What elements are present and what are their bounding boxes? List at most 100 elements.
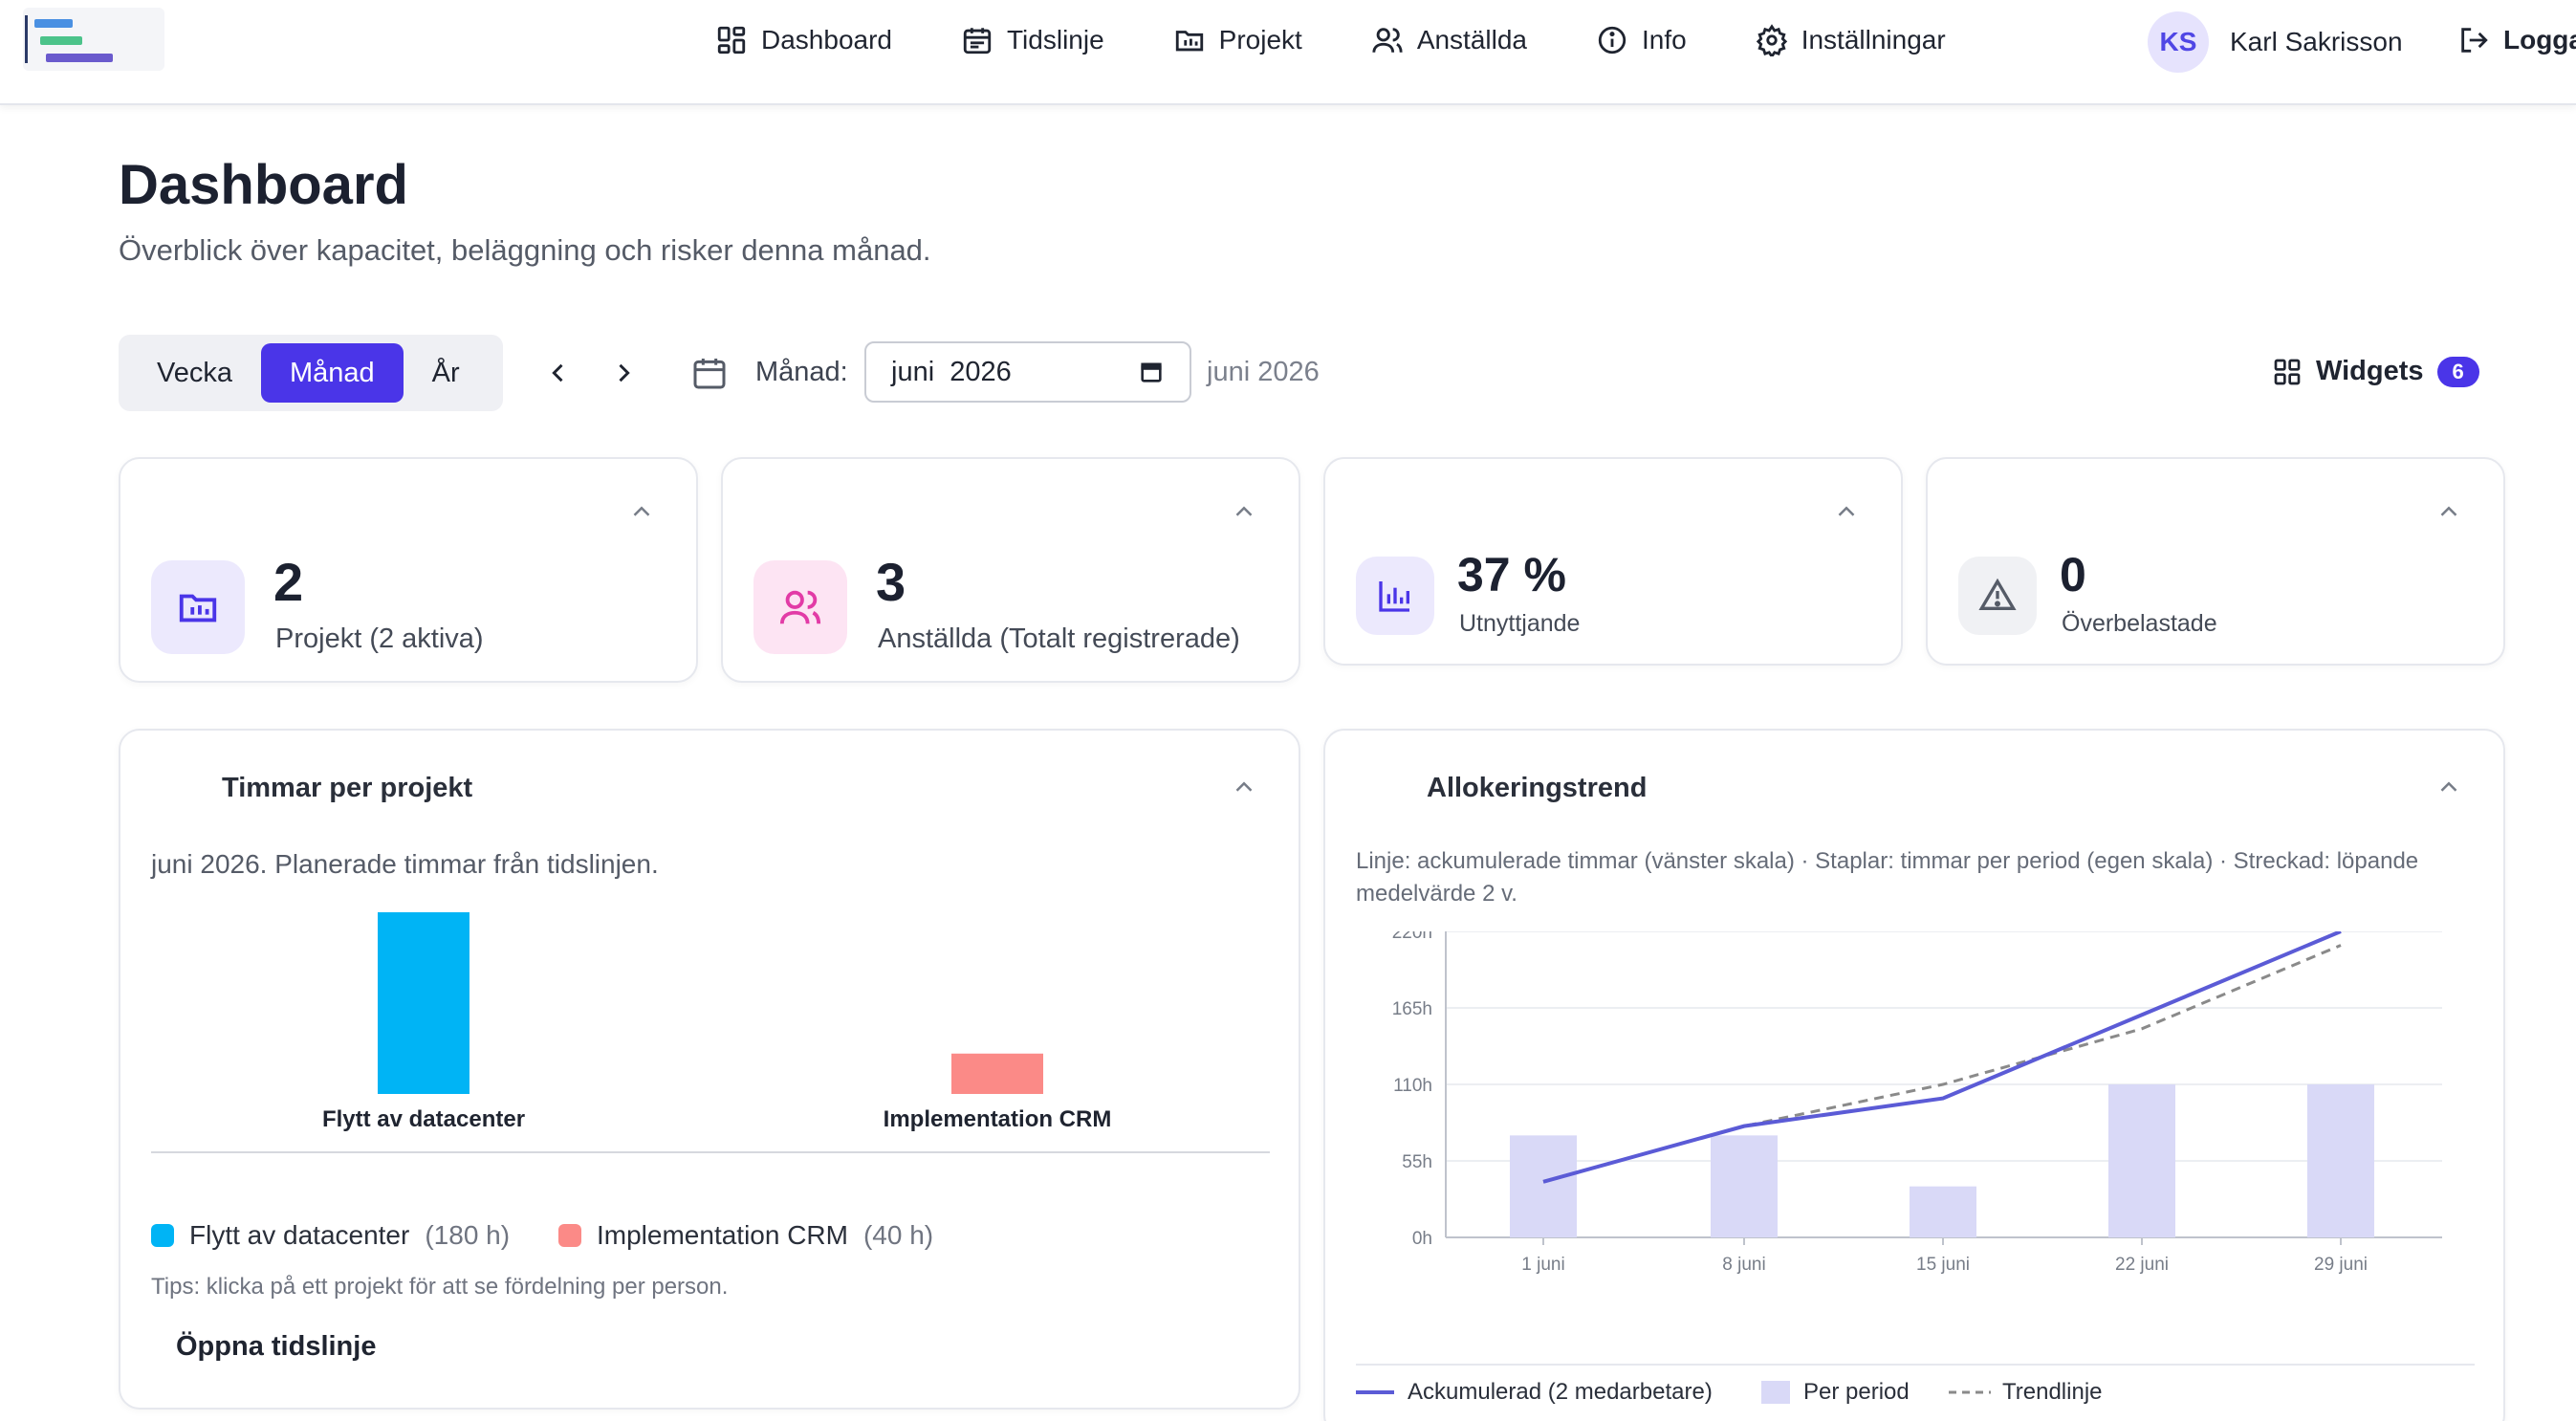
next-period-button[interactable] xyxy=(604,354,643,392)
collapse-chevron-up-icon[interactable] xyxy=(1230,497,1258,526)
stat-icon-box xyxy=(753,560,847,654)
nav-anstallda[interactable]: Anställda xyxy=(1337,17,1561,63)
nav-installningar-label: Inställningar xyxy=(1801,25,1946,55)
logout-button[interactable]: Loggа xyxy=(2457,17,2576,63)
hours-per-project-card: Timmar per projekt juni 2026. Planerade … xyxy=(119,729,1300,1410)
period-year-button[interactable]: År xyxy=(431,357,460,388)
bar-2[interactable] xyxy=(951,1053,1043,1094)
warning-icon xyxy=(1978,578,2017,610)
user-menu[interactable]: KS Karl Sakrisson xyxy=(2148,11,2403,73)
folder-chart-icon xyxy=(179,594,217,623)
collapse-chevron-up-icon[interactable] xyxy=(627,497,656,526)
logo-icon xyxy=(25,15,113,63)
allocation-trend-card: Allokeringstrend Linje: ackumulerade tim… xyxy=(1323,729,2505,1421)
stat-utilization-value: 37 % xyxy=(1457,548,1566,601)
selected-month-text: juni 2026 xyxy=(1207,357,1320,387)
calendar-picker-icon[interactable] xyxy=(1138,359,1165,385)
stat-icon-box xyxy=(1356,557,1434,635)
stat-projects-label: Projekt (2 aktiva) xyxy=(275,623,484,654)
legend-line-swatch xyxy=(1356,1390,1394,1394)
stat-overloaded-value: 0 xyxy=(2060,548,2086,601)
legend-bar-swatch xyxy=(1761,1381,1790,1404)
legend-swatch xyxy=(151,1224,174,1247)
users-icon xyxy=(779,590,821,624)
logout-icon xyxy=(2461,28,2488,53)
stat-card-utilization: 37 % Utnyttjande xyxy=(1323,457,1903,666)
nav-tidslinje-label: Tidslinje xyxy=(1006,25,1104,55)
period-bar[interactable] xyxy=(1510,1135,1577,1237)
bar-1[interactable] xyxy=(378,912,469,1094)
hours-card-description: juni 2026. Planerade timmar från tidslin… xyxy=(151,849,659,879)
collapse-chevron-up-icon[interactable] xyxy=(1230,773,1258,801)
folder-icon xyxy=(1175,31,1203,52)
month-picker-input[interactable]: juni 2026 xyxy=(864,341,1191,403)
bar-category-label: Flytt av datacenter xyxy=(322,1106,525,1132)
legend-item-project-2[interactable]: Implementation CRM (40 h) xyxy=(558,1220,933,1251)
period-bar[interactable] xyxy=(2307,1084,2374,1237)
period-month-button[interactable]: Månad xyxy=(261,343,404,403)
nav-dashboard[interactable]: Dashboard xyxy=(681,17,927,63)
stat-employees-value: 3 xyxy=(876,552,906,612)
users-icon xyxy=(1372,28,1403,53)
collapse-chevron-up-icon[interactable] xyxy=(2434,497,2463,526)
nav-dashboard-label: Dashboard xyxy=(761,25,892,55)
main-nav: Dashboard Tidslinje Projekt Anställda xyxy=(681,17,1980,63)
legend-item-per-period[interactable]: Per period xyxy=(1761,1379,1910,1406)
legend-item-accumulated[interactable]: Ackumulerad (2 medarbetare) xyxy=(1356,1379,1713,1406)
hours-card-tips: Tips: klicka på ett projekt för att se f… xyxy=(151,1274,729,1300)
collapse-chevron-up-icon[interactable] xyxy=(1832,497,1861,526)
nav-info[interactable]: Info xyxy=(1561,17,1721,63)
widgets-button[interactable]: Widgets 6 xyxy=(2272,356,2479,387)
nav-projekt-label: Projekt xyxy=(1218,25,1302,55)
open-timeline-button[interactable]: Öppna tidslinje xyxy=(176,1331,377,1362)
nav-installningar[interactable]: Inställningar xyxy=(1721,17,1980,63)
nav-projekt[interactable]: Projekt xyxy=(1139,17,1337,63)
chevron-right-icon xyxy=(619,363,630,383)
x-tick-label: 15 juni xyxy=(1916,1255,1970,1275)
stat-employees-label: Anställda (Totalt registrerade) xyxy=(878,623,1240,654)
legend-item-project-1[interactable]: Flytt av datacenter (180 h) xyxy=(151,1220,510,1251)
logout-label: Loggа xyxy=(2503,25,2576,55)
legend-per-period-label: Per period xyxy=(1803,1379,1910,1405)
previous-period-button[interactable] xyxy=(539,354,578,392)
nav-tidslinje[interactable]: Tidslinje xyxy=(927,17,1139,63)
accumulated-line-series xyxy=(1542,931,2342,1184)
page-title: Dashboard xyxy=(119,154,408,216)
nav-anstallda-label: Anställda xyxy=(1416,25,1527,55)
legend-project-name: Flytt av datacenter xyxy=(189,1220,410,1250)
gear-icon xyxy=(1756,24,1787,56)
period-bar[interactable] xyxy=(1711,1135,1778,1237)
period-week-button[interactable]: Vecka xyxy=(157,357,232,388)
stat-card-employees: 3 Anställda (Totalt registrerade) xyxy=(721,457,1300,683)
legend-accumulated-label: Ackumulerad (2 medarbetare) xyxy=(1408,1379,1713,1405)
nav-info-label: Info xyxy=(1642,25,1687,55)
app-logo[interactable] xyxy=(23,8,164,71)
period-toggle: Vecka Månad År xyxy=(119,335,503,411)
month-label: Månad: xyxy=(755,357,848,387)
hours-card-title: Timmar per projekt xyxy=(222,773,473,803)
hours-bar-chart: Flytt av datacenter Implementation CRM xyxy=(151,912,1270,1153)
grid-icon xyxy=(2274,359,2301,384)
bar-chart-icon xyxy=(1379,581,1409,612)
info-icon xyxy=(1598,26,1626,55)
y-tick-label: 165h xyxy=(1392,999,1432,1019)
month-picker-value: juni 2026 xyxy=(891,356,1012,387)
x-tick-label: 8 juni xyxy=(1722,1255,1765,1275)
trend-card-title: Allokeringstrend xyxy=(1427,773,1648,803)
legend-trendline-label: Trendlinje xyxy=(2002,1379,2103,1405)
dashboard-icon xyxy=(717,26,746,55)
page-subtitle: Överblick över kapacitet, beläggning och… xyxy=(119,233,931,267)
x-tick-label: 29 juni xyxy=(2314,1255,2368,1275)
y-tick-label: 0h xyxy=(1412,1229,1432,1249)
stat-projects-value: 2 xyxy=(273,552,304,612)
stat-card-projects: 2 Projekt (2 aktiva) xyxy=(119,457,698,683)
stat-icon-box xyxy=(1958,557,2037,635)
legend-item-trendline[interactable]: Trendlinje xyxy=(1949,1379,2103,1406)
collapse-chevron-up-icon[interactable] xyxy=(2434,773,2463,801)
top-navigation-bar: Dashboard Tidslinje Projekt Anställda xyxy=(0,0,2576,105)
widgets-label: Widgets xyxy=(2316,356,2424,386)
period-bar[interactable] xyxy=(1910,1186,1976,1237)
legend-project-name: Implementation CRM xyxy=(597,1220,848,1250)
period-bar[interactable] xyxy=(2108,1084,2175,1237)
user-name: Karl Sakrisson xyxy=(2230,27,2403,56)
